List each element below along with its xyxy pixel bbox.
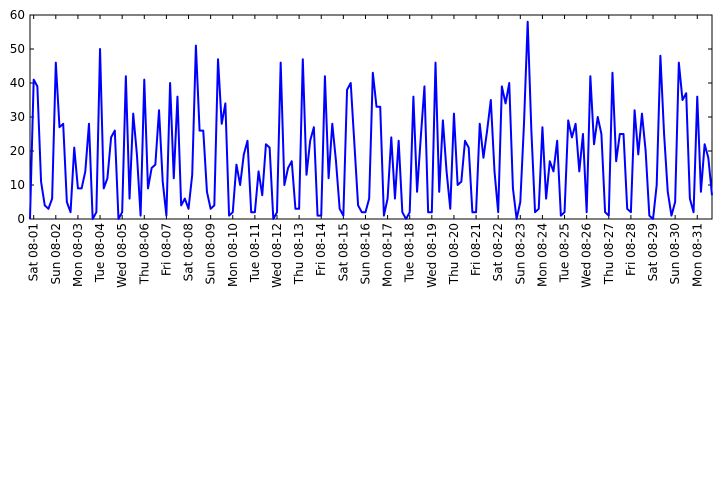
- x-tick-label: Fri 08-07: [159, 223, 173, 276]
- x-tick-label: Thu 08-13: [292, 223, 306, 285]
- x-tick-label: Tue 08-11: [248, 223, 262, 283]
- x-tick-label: Sat 08-22: [491, 223, 505, 281]
- y-tick-label: 10: [10, 178, 25, 192]
- y-tick-label: 0: [17, 212, 25, 226]
- y-tick-label: 50: [10, 42, 25, 56]
- x-tick-label: Fri 08-28: [624, 223, 638, 276]
- x-tick-label: Tue 08-04: [93, 223, 107, 283]
- x-tick-label: Sun 08-09: [204, 223, 218, 285]
- x-tick-label: Mon 08-17: [381, 223, 395, 287]
- x-tick-label: Wed 08-26: [580, 223, 594, 288]
- x-tick-label: Fri 08-21: [469, 223, 483, 276]
- x-tick-label: Mon 08-10: [226, 223, 240, 287]
- x-tick-label: Sat 08-08: [182, 223, 196, 281]
- x-tick-label: Thu 08-06: [137, 223, 151, 285]
- x-tick-label: Fri 08-14: [314, 223, 328, 276]
- x-tick-label: Mon 08-31: [690, 223, 704, 287]
- x-tick-label: Tue 08-18: [403, 223, 417, 283]
- y-tick-label: 40: [10, 76, 25, 90]
- x-tick-label: Wed 08-12: [270, 223, 284, 288]
- x-tick-label: Sat 08-01: [27, 223, 41, 281]
- x-tick-label: Sun 08-30: [668, 223, 682, 285]
- data-line: [29, 20, 713, 220]
- x-tick-label: Sat 08-15: [336, 223, 350, 281]
- x-tick-label: Tue 08-25: [558, 223, 572, 283]
- x-tick-label: Sun 08-02: [49, 223, 63, 285]
- y-tick-label: 30: [10, 110, 25, 124]
- x-tick-label: Wed 08-05: [115, 223, 129, 288]
- x-tick-label: Sun 08-23: [513, 223, 527, 285]
- x-tick-label: Sun 08-16: [358, 223, 372, 285]
- x-tick-label: Mon 08-24: [535, 223, 549, 287]
- y-tick-label: 60: [10, 8, 25, 22]
- x-tick-label: Thu 08-27: [602, 223, 616, 285]
- x-tick-label: Mon 08-03: [71, 223, 85, 287]
- x-tick-label: Sat 08-29: [646, 223, 660, 281]
- y-tick-label: 20: [10, 144, 25, 158]
- x-tick-label: Thu 08-20: [447, 223, 461, 285]
- x-tick-label: Wed 08-19: [425, 223, 439, 288]
